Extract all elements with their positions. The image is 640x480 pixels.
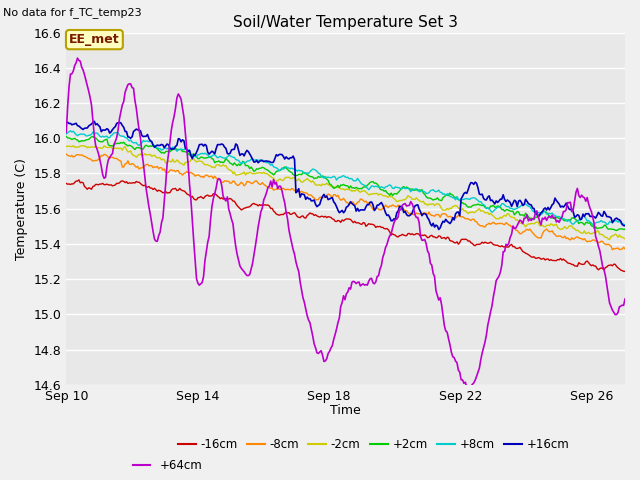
Legend: +64cm: +64cm: [128, 454, 207, 477]
X-axis label: Time: Time: [330, 404, 361, 417]
Y-axis label: Temperature (C): Temperature (C): [15, 158, 28, 260]
Text: EE_met: EE_met: [69, 33, 120, 46]
Text: No data for f_TC_temp23: No data for f_TC_temp23: [3, 7, 142, 18]
Title: Soil/Water Temperature Set 3: Soil/Water Temperature Set 3: [233, 15, 458, 30]
